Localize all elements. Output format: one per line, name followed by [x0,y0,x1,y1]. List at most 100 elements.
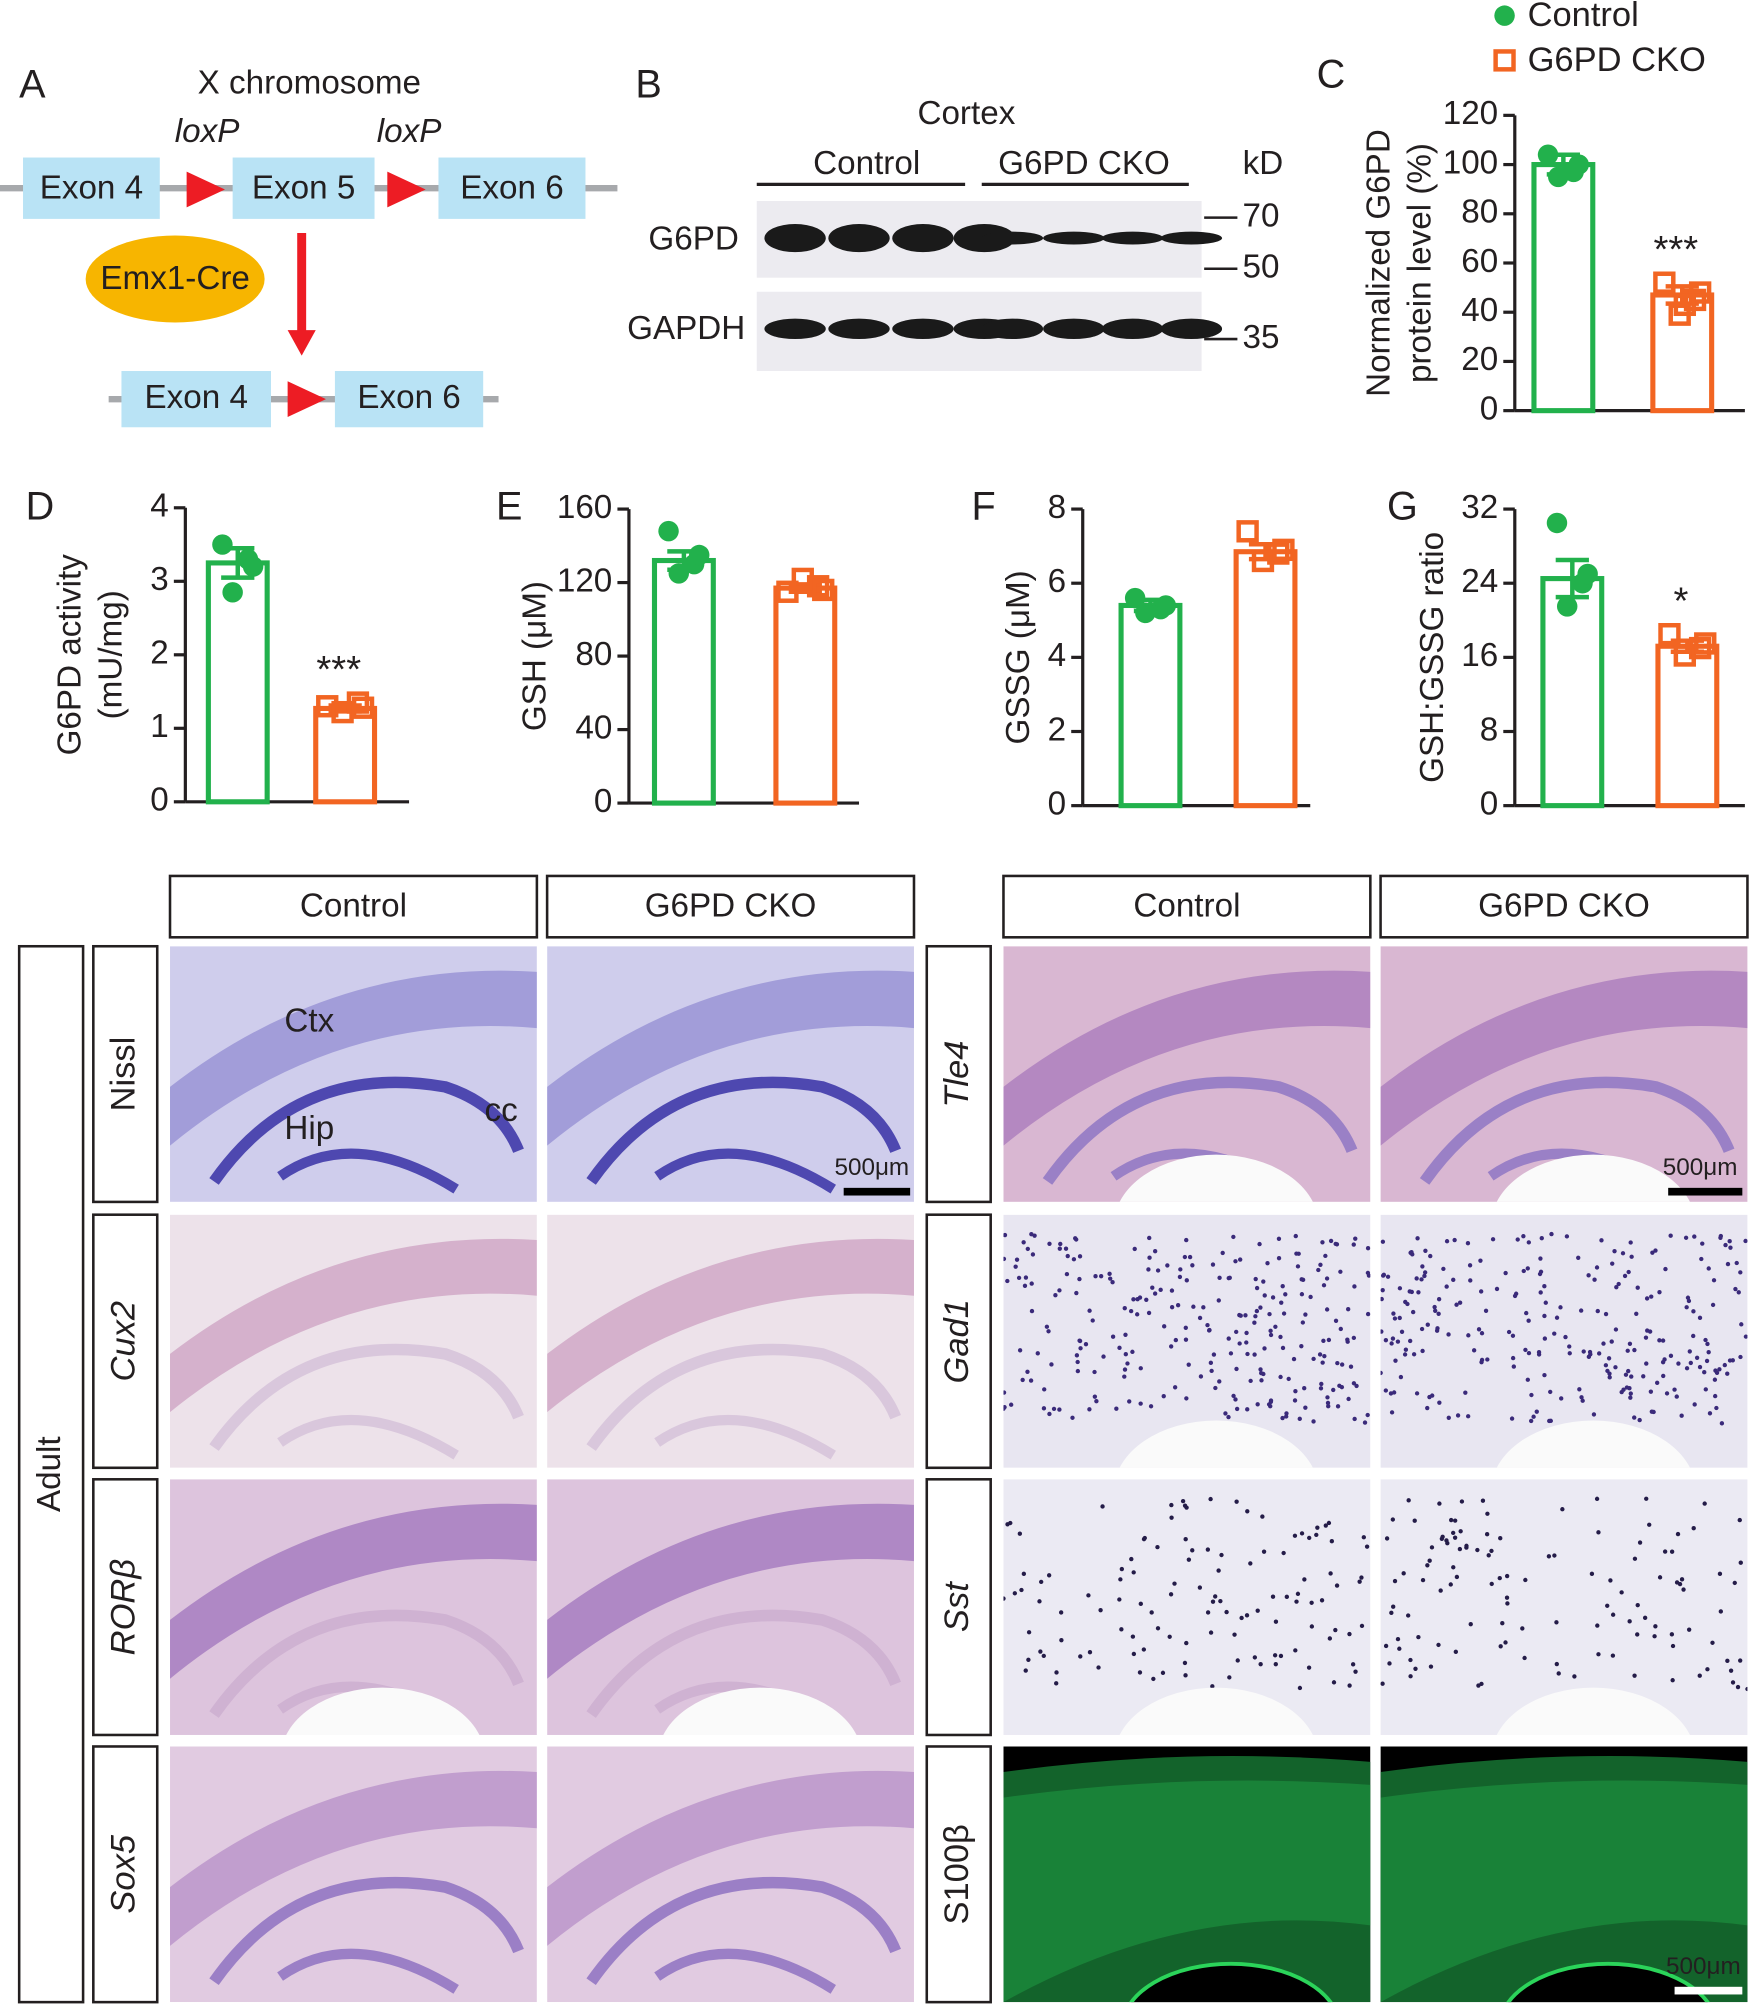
cell-dot [1320,1240,1325,1245]
cell-dot [1526,1318,1531,1323]
cell-dot [1627,1341,1633,1346]
cell-dot [1217,1275,1222,1280]
micrograph [1380,1479,1748,1735]
bar [1233,549,1298,809]
cell-dot [1464,1543,1469,1549]
y-tick-label: 32 [1461,489,1498,526]
cell-dot [1380,1239,1386,1244]
cell-dot [1414,1276,1419,1281]
cell-dot [1021,1240,1026,1245]
data-point [812,578,835,602]
cell-dot [1147,1235,1152,1241]
cell-dot [1743,1334,1748,1339]
cell-dot [1425,1405,1430,1411]
cell-dot [1586,1273,1591,1278]
bar [651,557,716,806]
cell-dot [1649,1409,1655,1414]
blot-band [981,318,1044,340]
cell-dot [1233,1259,1238,1264]
cell-dot [1207,1327,1212,1333]
panel-letter: F [972,485,996,529]
cell-dot [1234,1366,1239,1372]
cell-dot [1237,1312,1242,1318]
cell-dot [1346,1396,1351,1402]
cell-dot [1234,1406,1240,1412]
y-tick-label: 3 [150,561,168,598]
cell-dot [1070,1415,1075,1420]
cell-dot [1392,1578,1398,1584]
hippocampus [654,1414,836,1460]
exon-box [232,157,375,219]
blot-band [892,318,954,340]
cell-dot [1403,1299,1408,1305]
cell-dot [1705,1341,1710,1347]
cell-dot [1736,1290,1741,1295]
cell-dot [1054,1670,1059,1675]
loxp-site [186,171,225,208]
panel-letter: E [496,485,522,529]
cell-dot [1083,1342,1089,1347]
cell-dot [1503,1640,1508,1645]
micrograph [1003,1479,1371,1735]
cell-dot [1707,1411,1713,1416]
blot-band [1160,318,1223,340]
cell-dot [1554,1315,1560,1320]
cell-dot [1428,1664,1434,1669]
fluorescence [1380,1780,1748,2003]
cell-dot [1476,1327,1482,1332]
y-tick-label: 100 [1443,144,1498,181]
cell-dot [1155,1544,1160,1550]
cell-dot [1718,1609,1723,1614]
cell-dot [1235,1658,1240,1663]
label-frame [1002,874,1372,939]
cell-dot [1162,1324,1167,1329]
y-tick-label: 8 [1480,711,1498,748]
cell-dot [1077,1254,1083,1259]
cell-dot [1211,1352,1217,1357]
y-tick-label: 24 [1461,563,1498,600]
y-axis-label: (mU/mg) [92,590,129,719]
cell-dot [1365,1412,1370,1418]
scale-bar-label: 500μm [834,1154,909,1181]
data-point [1272,538,1295,562]
data-point [776,580,799,603]
cell-dot [1255,1402,1260,1407]
cell-dot [1623,1372,1629,1377]
cell-dot [1017,1531,1023,1536]
cell-dot [1227,1675,1232,1680]
blot-unit: kD [1243,145,1284,182]
cell-dot [1172,1581,1177,1586]
cell-dot [1567,1344,1572,1349]
ventricle [663,1687,857,1735]
bar [1531,162,1596,414]
cell-dot [1244,1330,1249,1336]
cell-dot [1057,1246,1062,1251]
cell-dot [1451,1565,1456,1570]
cell-dot [1397,1286,1403,1291]
y-axis-label: protein level (%) [1401,143,1438,383]
ventricle [1119,1420,1313,1468]
cell-dot [1311,1356,1316,1362]
cell-dot [1248,1561,1253,1566]
data-point [1135,602,1156,624]
data-point [1556,596,1578,617]
panel-letter: C [1317,52,1346,96]
cell-dot [1039,1579,1044,1585]
cell-dot [1151,1676,1156,1682]
cell-dot [1232,1632,1237,1637]
cell-dot [1003,1256,1007,1262]
cell-dot [1272,1653,1278,1658]
cell-dot [1325,1395,1330,1400]
cell-dot [1365,1245,1371,1251]
y-axis-label: GSSG (μM) [1000,570,1037,744]
cell-dot [1234,1329,1239,1335]
cell-dot [1743,1238,1748,1244]
cell-dot [1453,1649,1459,1655]
data-point [212,534,233,555]
cell-dot [1273,1324,1278,1329]
cell-dot [1465,1414,1471,1419]
cell-dot [1054,1681,1059,1686]
cell-dot [1280,1415,1285,1421]
y-tick-label: 40 [575,709,612,746]
